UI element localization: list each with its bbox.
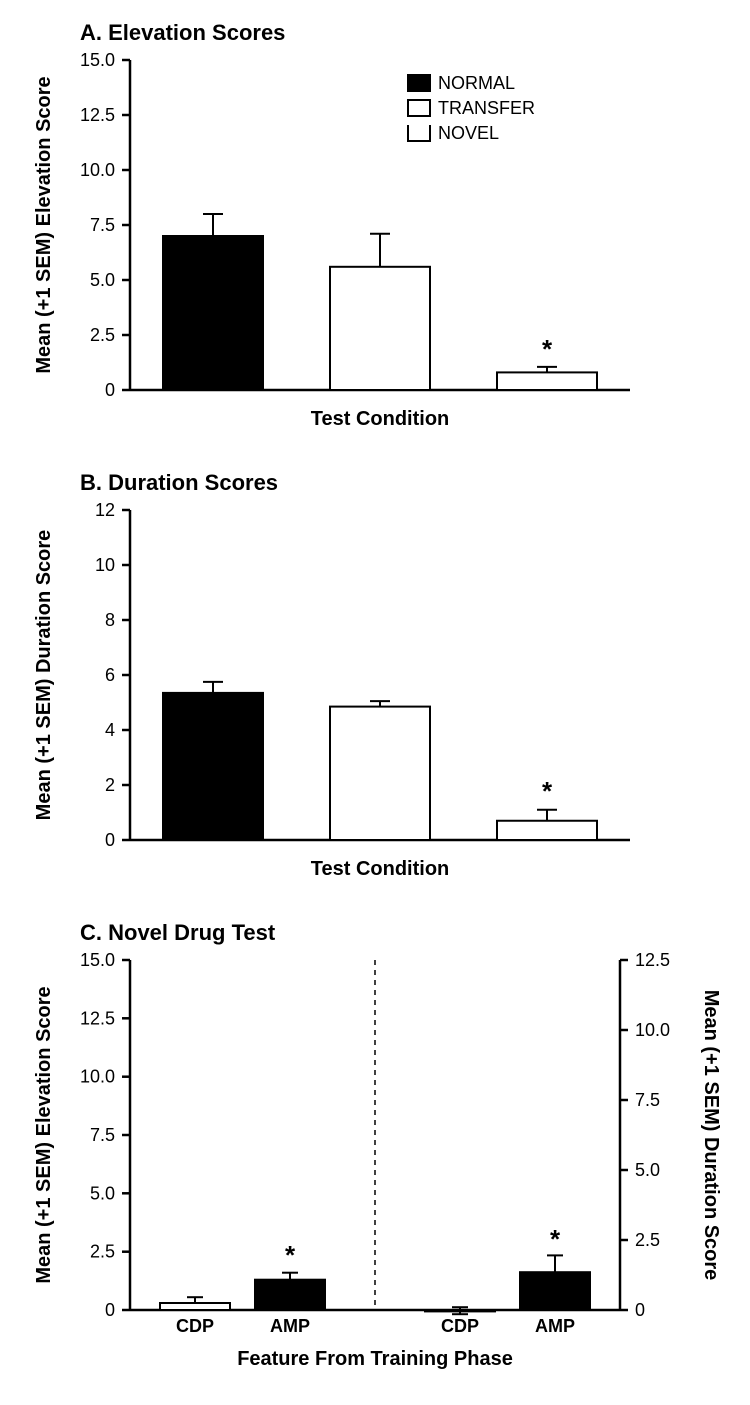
panel-a-title: A. Elevation Scores [80, 20, 285, 46]
panel-c-right-ylabel: Mean (+1 SEM) Duration Score [700, 990, 722, 1281]
figure-page: A. Elevation Scores 0 2.5 5.0 7.5 10.0 1… [0, 0, 750, 1405]
panel-b-yticks: 0 2 4 6 8 10 12 [95, 500, 130, 850]
panel-b-ylabel: Mean (+1 SEM) Duration Score [33, 530, 55, 821]
ytick-label: 0 [635, 1300, 645, 1320]
ytick-label: 8 [105, 610, 115, 630]
legend-label: NOVEL [438, 123, 499, 143]
panel-b-xlabel: Test Condition [311, 858, 450, 880]
ytick-label: 12.5 [635, 950, 670, 970]
panel-c-plot: 0 2.5 5.0 7.5 10.0 12.5 15.0 0 2.5 5.0 7… [33, 950, 722, 1370]
ytick-label: 5.0 [90, 270, 115, 290]
ytick-label: 5.0 [635, 1160, 660, 1180]
panel-a-legend: NORMAL TRANSFER NOVEL [408, 73, 535, 143]
ytick-label: 6 [105, 665, 115, 685]
panel-b-svg: 0 2 4 6 8 10 12 Mean (+1 SEM) Duration S… [0, 450, 750, 900]
panel-c-left-yticks: 0 2.5 5.0 7.5 10.0 12.5 15.0 [80, 950, 130, 1320]
legend-label: TRANSFER [438, 98, 535, 118]
xcat-label: AMP [270, 1316, 310, 1336]
ytick-label: 0 [105, 1300, 115, 1320]
ytick-label: 0 [105, 830, 115, 850]
panel-a-yticks: 0 2.5 5.0 7.5 10.0 12.5 15.0 [80, 50, 130, 400]
ytick-label: 12.5 [80, 105, 115, 125]
panel-c-svg: 0 2.5 5.0 7.5 10.0 12.5 15.0 0 2.5 5.0 7… [0, 900, 750, 1405]
panel-c-xlabel: Feature From Training Phase [237, 1348, 513, 1370]
sig-star: * [285, 1240, 296, 1270]
panel-a: A. Elevation Scores 0 2.5 5.0 7.5 10.0 1… [0, 0, 750, 450]
bar-normal [163, 236, 263, 390]
ytick-label: 0 [105, 380, 115, 400]
panel-b: B. Duration Scores 0 2 4 6 8 10 12 Mean … [0, 450, 750, 900]
sig-star: * [550, 1224, 561, 1254]
ytick-label: 2 [105, 775, 115, 795]
legend-swatch-novel [408, 125, 430, 141]
panel-b-title: B. Duration Scores [80, 470, 278, 496]
bar-right-cdp [425, 1310, 495, 1311]
ytick-label: 10.0 [80, 1067, 115, 1087]
ytick-label: 7.5 [90, 215, 115, 235]
panel-b-plot: 0 2 4 6 8 10 12 Mean (+1 SEM) Duration S… [33, 500, 630, 880]
ytick-label: 10.0 [80, 160, 115, 180]
panel-a-xlabel: Test Condition [311, 408, 450, 430]
xcat-label: AMP [535, 1316, 575, 1336]
ytick-label: 2.5 [635, 1230, 660, 1250]
ytick-label: 10.0 [635, 1020, 670, 1040]
ytick-label: 15.0 [80, 50, 115, 70]
panel-a-svg: 0 2.5 5.0 7.5 10.0 12.5 15.0 Mean (+1 SE… [0, 0, 750, 450]
ytick-label: 2.5 [90, 325, 115, 345]
ytick-label: 5.0 [90, 1183, 115, 1203]
bar-novel [497, 372, 597, 390]
ytick-label: 4 [105, 720, 115, 740]
bar-transfer [330, 707, 430, 840]
panel-c-left-ylabel: Mean (+1 SEM) Elevation Score [33, 986, 55, 1283]
bar-transfer [330, 267, 430, 390]
ytick-label: 15.0 [80, 950, 115, 970]
bar-left-cdp [160, 1303, 230, 1310]
legend-label: NORMAL [438, 73, 515, 93]
xcat-label: CDP [176, 1316, 214, 1336]
panel-c: C. Novel Drug Test 0 2.5 5.0 7.5 10.0 12… [0, 900, 750, 1405]
panel-c-right-yticks: 0 2.5 5.0 7.5 10.0 12.5 [620, 950, 670, 1320]
sig-star: * [542, 334, 553, 364]
ytick-label: 10 [95, 555, 115, 575]
ytick-label: 12 [95, 500, 115, 520]
sig-star: * [542, 776, 553, 806]
panel-c-title: C. Novel Drug Test [80, 920, 275, 946]
ytick-label: 2.5 [90, 1242, 115, 1262]
xcat-label: CDP [441, 1316, 479, 1336]
bar-left-amp [255, 1280, 325, 1310]
bar-right-amp [520, 1272, 590, 1310]
ytick-label: 7.5 [635, 1090, 660, 1110]
legend-swatch-normal [408, 75, 430, 91]
panel-a-ylabel: Mean (+1 SEM) Elevation Score [33, 76, 55, 373]
bar-novel [497, 821, 597, 840]
ytick-label: 7.5 [90, 1125, 115, 1145]
legend-swatch-transfer [408, 100, 430, 116]
ytick-label: 12.5 [80, 1008, 115, 1028]
bar-normal [163, 693, 263, 840]
panel-a-plot: 0 2.5 5.0 7.5 10.0 12.5 15.0 Mean (+1 SE… [33, 50, 630, 430]
